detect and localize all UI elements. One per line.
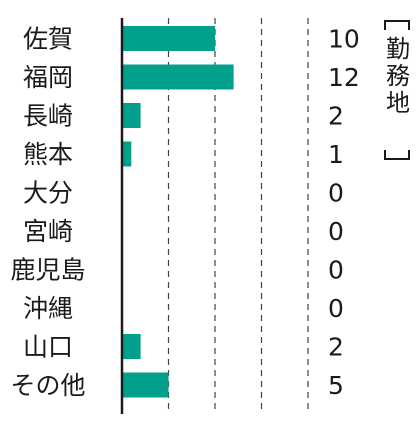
value-label: 0 <box>328 294 344 323</box>
value-label: 2 <box>328 102 344 131</box>
value-label: 1 <box>328 140 344 169</box>
value-label: 0 <box>328 256 344 285</box>
category-label: 鹿児島 <box>10 256 85 285</box>
bars <box>122 26 234 398</box>
category-label: 宮崎 <box>23 217 73 246</box>
category-label: その他 <box>10 371 85 400</box>
bar <box>122 26 215 51</box>
category-label: 沖縄 <box>23 294 73 323</box>
category-label: 山口 <box>23 333 73 362</box>
value-label: 0 <box>328 179 344 208</box>
category-label: 福岡 <box>23 63 73 92</box>
bar <box>122 64 234 90</box>
bar <box>122 372 169 398</box>
category-label: 大分 <box>23 179 73 208</box>
category-label: 佐賀 <box>23 25 73 54</box>
value-label: 12 <box>328 63 360 92</box>
bar <box>122 141 132 167</box>
bar <box>122 334 141 359</box>
category-label: 熊本 <box>23 140 73 169</box>
y-axis-label-text: 勤務地 <box>386 35 410 117</box>
value-label: 5 <box>328 371 344 400</box>
value-label: 2 <box>328 333 344 362</box>
bracket-top <box>384 20 410 30</box>
bar <box>122 103 141 128</box>
category-label: 長崎 <box>23 102 73 131</box>
value-label: 0 <box>328 217 344 246</box>
y-axis-label: 勤務地 <box>384 20 414 160</box>
bracket-bottom <box>384 150 410 160</box>
value-label: 10 <box>328 25 360 54</box>
